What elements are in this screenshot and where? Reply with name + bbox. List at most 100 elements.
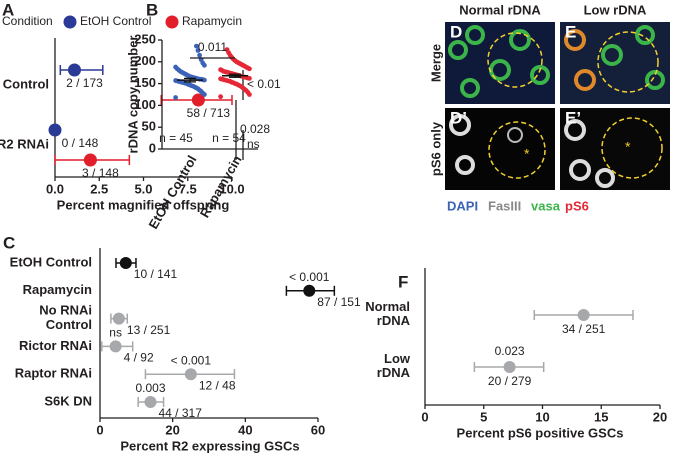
cell <box>564 29 586 51</box>
data-point <box>173 64 179 70</box>
panel-letter: E’ <box>565 108 581 127</box>
x-axis-label: Percent pS6 positive GSCs <box>457 425 624 440</box>
cells <box>448 25 665 188</box>
data-point <box>173 78 179 83</box>
column-title: Low rDNA <box>584 2 647 17</box>
point <box>67 63 81 77</box>
x-tick-label: 10.0 <box>219 181 244 196</box>
data-point <box>194 43 199 49</box>
y-tick-label: 0 <box>149 140 156 155</box>
significance-label: < 0.01 <box>247 77 281 91</box>
category-label: Rapamycin <box>23 282 92 297</box>
x-tick-label: 40 <box>238 422 252 437</box>
x-tick-label: 10 <box>535 409 549 424</box>
count-label: 3 / 148 <box>82 166 119 180</box>
micrographs: Normal rDNA Low rDNA Merge pS6 only D E … <box>428 2 670 213</box>
significance-label: ns <box>247 137 260 151</box>
count-label: 20 / 279 <box>488 374 532 388</box>
x-tick-label: 20 <box>653 409 667 424</box>
n-label: n = 54 <box>212 131 246 145</box>
cell <box>489 59 511 81</box>
legend-swatch <box>63 15 77 29</box>
point <box>83 153 97 167</box>
category-label: EtOH Control <box>10 254 92 269</box>
significance-label: 0.028 <box>240 122 270 136</box>
y-tick-label: 150 <box>134 75 156 90</box>
count-label: 58 / 713 <box>187 106 231 120</box>
row-title: pS6 only <box>428 121 443 176</box>
data-point <box>224 47 230 52</box>
niche-outline <box>601 117 663 179</box>
panel-letter: F <box>398 272 408 291</box>
y-tick-label: 100 <box>134 97 156 112</box>
legend-title: Condition <box>2 14 53 28</box>
x-tick-label: 0.0 <box>46 181 64 196</box>
point <box>191 93 205 107</box>
point <box>109 340 122 353</box>
count-label: 34 / 251 <box>562 322 606 336</box>
category-label: Low rDNA <box>377 351 411 380</box>
point <box>503 361 516 373</box>
cell <box>595 168 615 188</box>
significance-label: 0.011 <box>198 40 227 54</box>
significance-label: ns <box>109 326 122 340</box>
count-label: 13 / 251 <box>127 323 171 337</box>
significance-label: < 0.001 <box>171 353 212 367</box>
legend-label: EtOH Control <box>80 14 151 28</box>
x-tick-label: 7.5 <box>179 181 197 196</box>
cell <box>601 44 623 66</box>
panel-letter: C <box>3 233 15 252</box>
point <box>48 123 62 137</box>
cell <box>460 78 480 98</box>
x-tick-label: 2.5 <box>90 181 108 196</box>
data-point <box>218 94 224 100</box>
category-label: R2 RNAi <box>0 136 49 151</box>
data-point <box>197 52 203 58</box>
niche-outline <box>487 32 543 88</box>
category-label: Rictor RNAi <box>19 338 92 353</box>
category-label: Normal rDNA <box>365 299 410 328</box>
count-label: 10 / 141 <box>134 267 178 281</box>
cell <box>645 70 665 90</box>
y-tick-label: 200 <box>134 53 156 68</box>
point <box>303 284 316 297</box>
category-label: No RNAi Control <box>39 303 92 332</box>
category-label: Raptor RNAi <box>15 366 92 381</box>
x-tick-label: 15 <box>594 409 608 424</box>
cell <box>455 155 475 175</box>
ps6-image-normal <box>445 108 555 190</box>
row-title: Merge <box>428 44 443 82</box>
x-axis-label: Percent magnified offspring <box>57 197 230 212</box>
x-tick-label: 0 <box>421 409 428 424</box>
panel-letter: E <box>565 22 576 41</box>
panel-letter: A <box>2 0 14 19</box>
x-tick-label: 5 <box>480 409 487 424</box>
data-point <box>218 76 224 82</box>
point <box>577 309 590 321</box>
x-tick-label: 60 <box>311 422 325 437</box>
cell <box>449 114 471 136</box>
x-axis-label: Percent R2 expressing GSCs <box>120 438 299 453</box>
niche-outlines <box>487 31 663 179</box>
column-title: Normal rDNA <box>459 2 541 17</box>
x-tick-label: 0 <box>96 422 103 437</box>
niche-outline <box>597 31 659 93</box>
significance-label: < 0.001 <box>289 270 330 284</box>
count-label: 0 / 148 <box>62 136 99 150</box>
category-label: S6K DN <box>44 393 92 408</box>
significance-label: 0.023 <box>495 344 525 358</box>
point <box>112 312 125 325</box>
n-label: n = 45 <box>159 131 193 145</box>
cell <box>448 40 468 60</box>
panel-letter: D’ <box>450 108 467 127</box>
cell <box>530 65 550 85</box>
y-tick-label: 50 <box>142 119 156 134</box>
point <box>184 368 197 381</box>
cell <box>509 29 531 51</box>
asterisk: * <box>524 146 530 162</box>
stain-label: pS6 <box>565 198 589 213</box>
stain-label: FasIII <box>488 198 521 213</box>
panel-letter: B <box>146 0 158 19</box>
